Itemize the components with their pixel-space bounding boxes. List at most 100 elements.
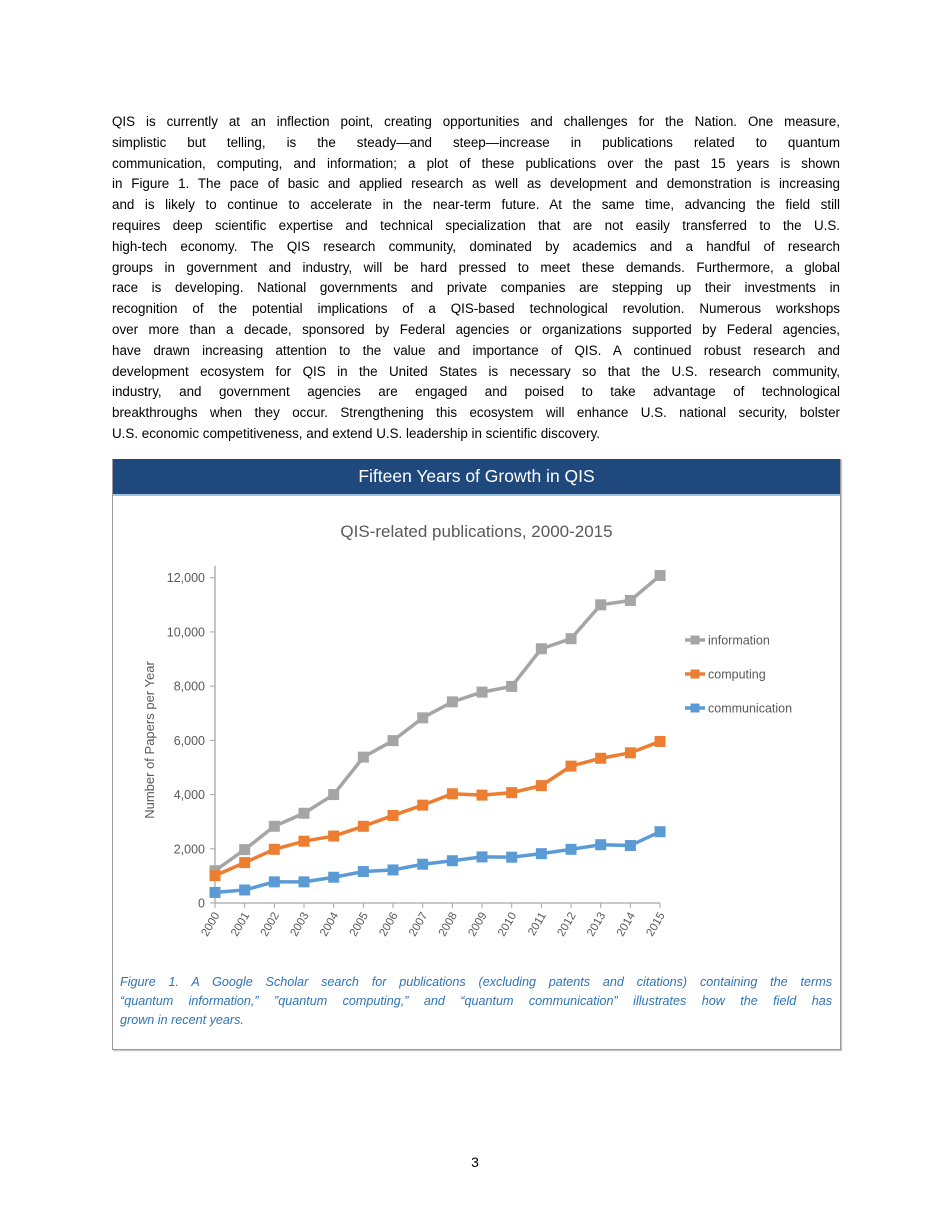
data-point-information <box>387 735 399 747</box>
text-line: breakthroughs when they occur. Strengthe… <box>112 405 840 421</box>
text-line: U.S. economic competitiveness, and exten… <box>112 425 600 441</box>
data-point-computing <box>654 735 666 747</box>
x-tick-label: 2008 <box>437 911 460 939</box>
y-tick-label: 8,000 <box>174 680 205 694</box>
data-point-information <box>506 680 518 692</box>
legend-marker-computing <box>690 669 700 679</box>
data-point-information <box>624 594 636 606</box>
data-point-communication <box>506 851 518 863</box>
data-point-communication <box>535 848 547 860</box>
text-line: race is developing. National governments… <box>112 280 840 296</box>
text-line: industry, and government agencies are en… <box>112 384 840 400</box>
data-point-information <box>298 807 310 819</box>
y-axis-label: Number of Papers per Year <box>142 661 157 819</box>
data-point-information <box>357 751 369 763</box>
text-line: have drawn increasing attention to the v… <box>112 342 840 358</box>
data-point-information <box>476 686 488 698</box>
data-point-computing <box>387 809 399 821</box>
x-tick-label: 2015 <box>644 911 667 939</box>
data-point-communication <box>446 855 458 867</box>
data-point-information <box>417 712 429 724</box>
data-point-computing <box>506 787 518 799</box>
x-tick-label: 2004 <box>318 910 341 939</box>
x-tick-label: 2001 <box>229 911 252 939</box>
data-point-information <box>595 599 607 611</box>
data-point-computing <box>535 780 547 792</box>
data-point-communication <box>387 864 399 876</box>
figure-header: Fifteen Years of Growth in QIS <box>113 459 840 496</box>
x-tick-label: 2010 <box>496 911 519 939</box>
data-point-computing <box>417 799 429 811</box>
data-point-information <box>446 696 458 708</box>
x-tick-label: 2014 <box>615 910 638 939</box>
data-point-computing <box>357 820 369 832</box>
data-point-communication <box>328 871 340 883</box>
data-point-computing <box>328 830 340 842</box>
data-point-communication <box>595 839 607 851</box>
text-line: and is likely to continue to accelerate … <box>112 197 840 213</box>
text-line: in Figure 1. The pace of basic and appli… <box>112 176 840 192</box>
data-point-information <box>565 633 577 645</box>
y-tick-label: 10,000 <box>167 625 205 639</box>
text-line: over more than a decade, sponsored by Fe… <box>112 321 840 337</box>
text-line: simplistic but telling, is the steady—an… <box>112 134 840 150</box>
x-tick-label: 2009 <box>466 911 489 939</box>
text-line: grown in recent years. <box>120 1013 244 1027</box>
body-paragraph: QIS is currently at an inflection point,… <box>112 112 840 445</box>
y-tick-label: 12,000 <box>167 571 205 585</box>
text-line: high-tech economy. The QIS research comm… <box>112 238 840 254</box>
x-tick-label: 2006 <box>377 911 400 939</box>
x-tick-label: 2007 <box>407 911 430 939</box>
x-tick-label: 2003 <box>288 911 311 939</box>
data-point-communication <box>654 826 666 838</box>
y-tick-label: 2,000 <box>174 842 205 856</box>
data-point-communication <box>417 858 429 870</box>
figure-box: Fifteen Years of Growth in QIS QIS-relat… <box>112 459 841 1050</box>
data-point-information <box>239 844 251 856</box>
data-point-information <box>654 570 666 582</box>
y-tick-label: 6,000 <box>174 734 205 748</box>
text-line: development ecosystem for QIS in the Uni… <box>112 363 840 379</box>
page-number: 3 <box>471 1154 479 1170</box>
data-point-computing <box>624 747 636 759</box>
text-line: groups in government and industry, will … <box>112 259 840 275</box>
data-point-computing <box>595 752 607 764</box>
data-point-computing <box>476 789 488 801</box>
data-point-information <box>268 820 280 832</box>
data-point-computing <box>446 788 458 800</box>
data-point-computing <box>298 835 310 847</box>
text-line: requires deep scientific expertise and t… <box>112 217 840 233</box>
series-line-computing <box>214 739 661 878</box>
chart-title: QIS-related publications, 2000-2015 <box>340 522 613 541</box>
data-point-information <box>535 643 547 655</box>
x-tick-label: 2002 <box>259 911 282 939</box>
legend-marker-information <box>690 635 700 645</box>
data-point-computing <box>268 843 280 855</box>
x-tick-label: 2011 <box>526 911 549 938</box>
data-point-communication <box>298 876 310 888</box>
legend-label-computing: computing <box>708 668 766 682</box>
x-tick-label: 2000 <box>199 911 222 939</box>
data-point-communication <box>565 843 577 855</box>
legend-label-communication: communication <box>708 702 792 716</box>
figure-caption: Figure 1. A Google Scholar search for pu… <box>120 973 832 1030</box>
data-point-communication <box>624 840 636 852</box>
data-point-communication <box>268 876 280 888</box>
x-tick-label: 2013 <box>585 911 608 939</box>
text-line: “quantum information,” ”quantum computin… <box>120 994 832 1008</box>
legend-label-information: information <box>708 634 770 648</box>
data-point-communication <box>209 886 221 898</box>
y-tick-label: 4,000 <box>174 788 205 802</box>
data-point-computing <box>239 857 251 869</box>
series-line-information <box>213 574 662 873</box>
y-tick-label: 0 <box>198 897 205 911</box>
data-point-communication <box>239 884 251 896</box>
text-line: QIS is currently at an inflection point,… <box>112 114 840 129</box>
text-line: Figure 1. A Google Scholar search for pu… <box>120 975 832 989</box>
series-line-communication <box>214 830 661 895</box>
text-line: communication, computing, and informatio… <box>112 155 840 171</box>
data-point-communication <box>357 866 369 878</box>
data-point-communication <box>476 851 488 863</box>
data-point-computing <box>209 870 221 882</box>
